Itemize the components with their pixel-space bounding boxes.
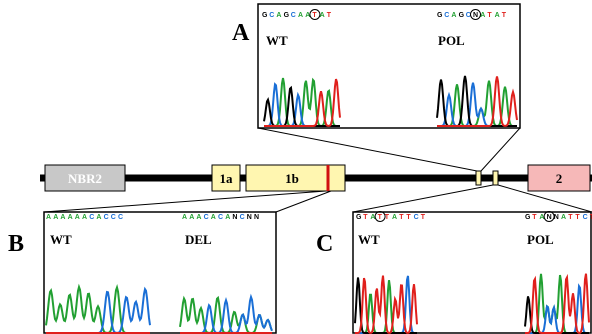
- base-call: A: [96, 214, 101, 221]
- base-call: G: [525, 214, 531, 221]
- base-call: N: [547, 214, 552, 221]
- base-call: C: [218, 214, 223, 221]
- base-call: C: [444, 12, 449, 19]
- base-call: A: [53, 214, 58, 221]
- base-call: T: [385, 214, 390, 221]
- base-call: A: [561, 214, 566, 221]
- base-call: T: [378, 214, 383, 221]
- base-call: A: [189, 214, 194, 221]
- base-call: T: [406, 214, 411, 221]
- base-call: C: [269, 12, 274, 19]
- base-call: C: [240, 214, 245, 221]
- base-call: A: [480, 12, 485, 19]
- base-call: N: [554, 214, 559, 221]
- base-call: T: [568, 214, 573, 221]
- base-call: N: [254, 214, 259, 221]
- base-call: G: [437, 12, 443, 19]
- base-call: A: [211, 214, 216, 221]
- genotype-label: POL: [438, 33, 465, 48]
- exon-label: 1a: [220, 171, 234, 186]
- base-call: G: [262, 12, 268, 19]
- base-call: A: [68, 214, 73, 221]
- genotype-label: WT: [50, 232, 72, 247]
- base-call: A: [276, 12, 281, 19]
- base-call: A: [82, 214, 87, 221]
- base-call: C: [111, 214, 116, 221]
- base-call: T: [327, 12, 332, 19]
- base-call: A: [182, 214, 187, 221]
- genotype-label: DEL: [185, 232, 212, 247]
- base-call: A: [60, 214, 65, 221]
- page: NBR2 1a 1b 2 AWTGCAGCAATATPOLGCAGCNATATB…: [0, 0, 592, 334]
- variant-site: [493, 171, 498, 185]
- base-call: A: [451, 12, 456, 19]
- exon-label: 2: [556, 171, 563, 186]
- base-call: A: [46, 214, 51, 221]
- genotype-label: WT: [358, 232, 380, 247]
- base-call: C: [118, 214, 123, 221]
- genotype-label: WT: [266, 33, 288, 48]
- exon-label: NBR2: [68, 171, 102, 186]
- base-call: C: [414, 214, 419, 221]
- variant-site: [476, 171, 481, 185]
- base-call: T: [532, 214, 537, 221]
- base-call: A: [298, 12, 303, 19]
- base-call: C: [89, 214, 94, 221]
- base-call: A: [392, 214, 397, 221]
- base-call: A: [225, 214, 230, 221]
- panel-label: B: [8, 231, 24, 257]
- figure: NBR2 1a 1b 2 AWTGCAGCAATATPOLGCAGCNATATB…: [0, 0, 592, 334]
- base-call: T: [399, 214, 404, 221]
- panel-label: A: [232, 20, 250, 46]
- base-call: A: [495, 12, 500, 19]
- base-call: C: [291, 12, 296, 19]
- base-call: G: [284, 12, 290, 19]
- base-call: T: [502, 12, 507, 19]
- base-call: T: [487, 12, 492, 19]
- base-call: T: [575, 214, 580, 221]
- genotype-label: POL: [527, 232, 554, 247]
- base-call: N: [232, 214, 237, 221]
- base-call: A: [196, 214, 201, 221]
- exon-label: 1b: [285, 171, 299, 186]
- base-call: T: [421, 214, 426, 221]
- base-call: G: [459, 12, 465, 19]
- base-call: A: [320, 12, 325, 19]
- base-call: C: [583, 214, 588, 221]
- base-call: G: [356, 214, 362, 221]
- base-call: N: [473, 12, 478, 19]
- base-call: C: [104, 214, 109, 221]
- base-call: N: [247, 214, 252, 221]
- base-call: T: [363, 214, 368, 221]
- base-call: C: [204, 214, 209, 221]
- panel-label: C: [316, 231, 333, 257]
- base-call: A: [75, 214, 80, 221]
- base-call: T: [312, 12, 317, 19]
